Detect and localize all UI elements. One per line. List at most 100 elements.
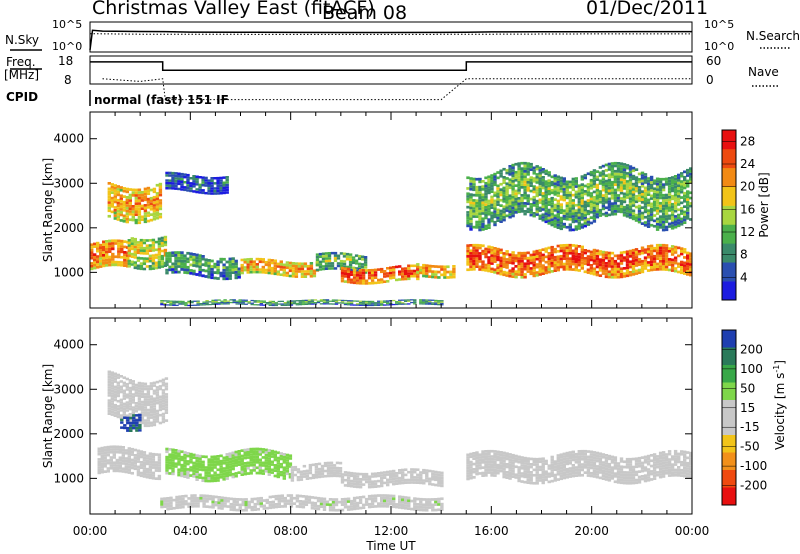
echo-cell [204,184,208,187]
echo-cell [541,213,545,217]
echo-cell [270,455,274,458]
echo-cell [205,301,209,303]
echo-cell [574,185,578,188]
echo-cell [168,179,172,182]
echo-cell [508,205,512,208]
echo-cell [571,458,575,462]
echo-cell [273,450,277,454]
echo-cell [267,454,271,458]
echo-cell [198,271,202,274]
echo-cell [508,183,512,187]
echo-cell [683,269,687,273]
echo-cell [192,258,196,262]
echo-cell [243,470,247,473]
echo-cell [643,191,648,195]
echo-cell [143,406,148,409]
echo-cell [601,204,606,208]
echo-cell [146,424,151,428]
echo-cell [538,217,542,220]
echo-cell [628,194,633,198]
echo-cell [110,405,114,408]
echo-cell [583,259,587,263]
power-colorbar-swatch [722,167,736,187]
echo-cell [155,211,160,214]
echo-cell [658,177,663,181]
echo-cell [571,220,575,224]
echo-cell [195,180,199,184]
echo-cell [262,301,266,304]
echo-cell [589,253,594,256]
echo-cell [655,254,660,258]
power-x-ticks [89,112,693,308]
echo-cell [326,461,331,465]
echo-cell [301,302,306,304]
echo-cell [655,201,660,205]
echo-cell [616,467,621,471]
echo-cell [113,197,117,201]
echo-cell [649,266,654,269]
echo-cell [622,187,627,190]
echo-cell [625,185,630,189]
echo-cell [130,458,134,462]
echo-cell [583,457,587,461]
echo-cell [604,187,609,191]
echo-cell [267,457,271,460]
echo-cell [490,468,494,472]
echo-cell [146,411,151,414]
echo-cell [377,268,381,271]
echo-cell [243,268,247,272]
echo-cell [128,199,132,202]
echo-cell [667,247,672,250]
echo-cell [367,282,372,285]
echo-cell [607,462,612,466]
echo-cell [484,181,488,185]
echo-cell [367,485,372,489]
echo-cell [619,470,624,474]
echo-cell [499,220,503,223]
echo-cell [143,393,148,396]
echo-cell [520,210,524,213]
echo-cell [496,184,500,188]
echo-cell [93,261,97,264]
echo-cell [478,464,482,467]
echo-cell [634,470,639,474]
echo-cell [258,453,262,456]
echo-cell [616,265,621,268]
echo-cell [300,270,305,273]
echo-cell [571,228,575,232]
echo-cell [419,479,423,482]
echo-cell [219,274,223,278]
echo-cell [613,196,618,200]
echo-cell [484,460,488,464]
echo-cell [168,268,172,272]
echo-cell [559,265,563,269]
echo-cell [440,482,444,485]
echo-cell [472,188,476,192]
echo-cell [505,266,509,269]
echo-cell [145,239,150,242]
echo-cell [568,218,572,221]
echo-cell [661,246,666,250]
echo-cell [683,248,687,251]
echo-cell [505,201,509,204]
noise-left-tick-bottom: 10^0 [52,40,82,53]
echo-cell [637,207,642,211]
echo-cell [631,273,636,276]
echo-cell [225,469,229,472]
echo-cell [514,270,518,273]
echo-cell [478,215,482,218]
echo-cell [358,300,363,302]
echo-cell [106,451,110,454]
echo-cell [526,256,530,260]
echo-cell [199,304,203,306]
echo-cell [198,473,202,477]
echo-cell [163,238,168,241]
echo-cell [276,470,280,473]
echo-cell [646,263,651,267]
echo-cell [261,461,265,465]
echo-cell [646,261,651,264]
echo-cell [380,300,384,302]
echo-cell [343,302,348,304]
echo-cell [222,191,226,195]
echo-cell [677,179,681,182]
